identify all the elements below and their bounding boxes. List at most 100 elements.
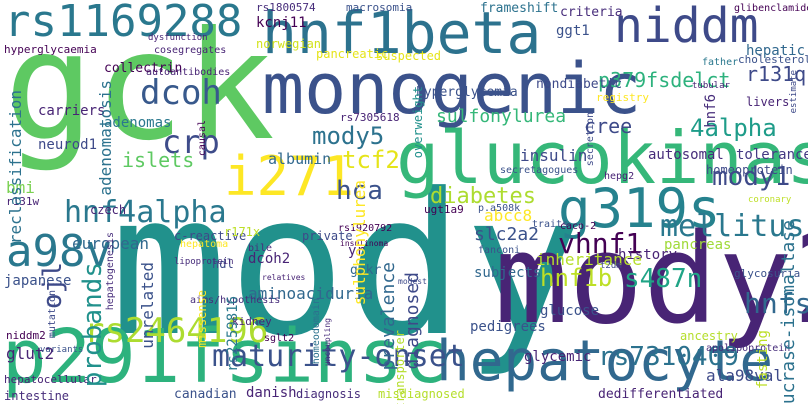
- word-rs1169288: rs1169288: [4, 0, 243, 47]
- word-r131q: r131q: [746, 62, 807, 86]
- word-lipoprotein: lipoprotein: [174, 257, 234, 267]
- word-variants: variants: [40, 345, 84, 355]
- word-ggt1: ggt1: [556, 23, 590, 39]
- word-ancestry: ancestry: [680, 329, 738, 343]
- word-mellitus: mellitus: [660, 209, 805, 244]
- word-czech: czech: [90, 203, 127, 217]
- word-misdiagnosed: misdiagnosed: [378, 387, 465, 401]
- word-hca: hca: [336, 176, 383, 206]
- word-aminoaciduria: aminoaciduria: [248, 284, 374, 303]
- word-mody: mody: [110, 152, 583, 380]
- word-mutation: mutation: [47, 290, 58, 339]
- word-rs1920792: rs1920792: [338, 223, 393, 234]
- word-suspected: suspected: [376, 49, 442, 63]
- word-bmi: bmi: [6, 178, 35, 197]
- word-carriers: carriers: [38, 103, 106, 119]
- word-danish: danish: [246, 385, 297, 401]
- word-homeodomain: homeodomain: [311, 298, 322, 365]
- word-macrosomia: macrosomia: [346, 1, 413, 14]
- word-aims-hypothesis: aims/hypothesis: [190, 295, 281, 306]
- word-uncoupling: uncoupling: [323, 318, 332, 367]
- word-kcnj11: kcnj11: [256, 15, 307, 31]
- word-hyperglycaemia: hyperglycaemia: [4, 43, 97, 56]
- word-hnf4alpha: hnf4alpha: [64, 195, 227, 230]
- word-rs7310409: rs7310409: [598, 342, 739, 372]
- word-causal: causal: [197, 120, 208, 157]
- word-s487n: s487n: [624, 264, 703, 294]
- word-estimate: estimate: [789, 70, 799, 114]
- word-unrelated: unrelated: [138, 262, 157, 349]
- word-father: father: [702, 57, 739, 68]
- word-p291fsinsc: p291fsinsc: [2, 314, 448, 400]
- word-a98v: a98v: [6, 226, 112, 277]
- word-glycemic: glycemic: [524, 349, 592, 365]
- word-adenomas: adenomas: [104, 115, 172, 131]
- word-yr: yr: [348, 243, 365, 259]
- word-registry: registry: [596, 91, 649, 104]
- word-abcc8: abcc8: [484, 206, 533, 225]
- word-t2dm: t2dm: [600, 261, 622, 271]
- word-hnfs: hnfs: [744, 287, 808, 320]
- word-cholesterol: cholesterol: [738, 53, 808, 66]
- word-niddm2: niddm2: [6, 329, 46, 342]
- word-vhnf1: vhnf1: [558, 227, 643, 260]
- word-nondiabetic: nondiabetic: [536, 77, 623, 92]
- word-crp: crp: [162, 123, 220, 161]
- word-traits: traits: [532, 219, 569, 230]
- word-4alpha: 4alpha: [690, 114, 777, 142]
- word-private: private: [302, 229, 353, 243]
- word-tcf2: tcf2: [342, 146, 400, 174]
- word-sulfonylurea: sulfonylurea: [436, 106, 567, 127]
- word-caco-2: caco-2: [560, 221, 597, 232]
- word-hdl: hdl: [212, 257, 234, 271]
- word-frameshift: frameshift: [480, 1, 559, 16]
- word-insulinoma: insulinoma: [340, 239, 389, 248]
- word-diagnosis: diagnosis: [296, 387, 362, 401]
- word-reclassification: reclassification: [6, 90, 25, 245]
- word-slc2a2: slc2a2: [474, 224, 540, 245]
- word-history: history: [618, 247, 678, 263]
- word-monogenic: monogenic: [262, 48, 642, 130]
- word-intestine: intestine: [4, 389, 70, 403]
- word-inheritance: inheritance: [536, 250, 642, 269]
- word-gckr: gckr: [350, 263, 382, 278]
- word-dedifferentiated: dedifferentiated: [598, 387, 724, 402]
- word-transporter: transporter: [393, 330, 407, 404]
- word-european: european: [72, 234, 150, 253]
- word-hnf1beta: hnf1beta: [262, 0, 542, 67]
- word-gck: gck: [4, 0, 275, 174]
- word-pancreatic: pancreatic: [316, 47, 389, 61]
- word-hepatogenesis: hepatogenesis: [105, 232, 116, 311]
- word-maturity-onset: maturity-onset: [212, 339, 465, 374]
- word-hnf1b: hnf1b: [540, 264, 613, 292]
- word-hepatic: hepatic: [746, 43, 806, 59]
- word-canadian: canadian: [174, 387, 237, 402]
- word-missense: missense: [195, 290, 209, 348]
- word-diabetes: diabetes: [430, 184, 536, 209]
- word-autoantibodies: autoantibodies: [146, 67, 231, 78]
- word-ugt1a9: ugt1a9: [424, 203, 464, 216]
- word-criteria: criteria: [560, 5, 623, 20]
- word-probands: cree: [584, 114, 633, 138]
- word-dcoh: dcoh: [140, 73, 222, 113]
- word-overweight: overweight: [411, 86, 425, 159]
- word-livers: livers: [746, 95, 790, 109]
- word-pedigrees: pedigrees: [470, 319, 546, 335]
- word-relatives: relatives: [262, 273, 306, 282]
- word-mody1: mody1: [712, 162, 791, 192]
- word-modest: modest: [398, 277, 427, 286]
- word-cree: probands: [78, 262, 108, 388]
- word-i271: i271: [224, 145, 355, 208]
- word-tolerance: tolerance: [736, 147, 808, 163]
- word-r171x: r171x: [224, 225, 261, 239]
- word-p.a508k: p.a508k: [478, 203, 521, 214]
- word-dcoh2: dcoh2: [248, 251, 291, 267]
- word-sulphonylurea: sulphonylurea: [350, 180, 369, 306]
- word-insulin: insulin: [520, 146, 588, 165]
- word-pancreas: pancreas: [664, 237, 732, 253]
- word-collectrin: collectrin: [104, 61, 183, 76]
- word-hepatocellular: hepatocellular: [4, 373, 97, 386]
- word-glibenclamide: glibenclamide: [734, 3, 808, 14]
- word-islets: islets: [122, 148, 195, 172]
